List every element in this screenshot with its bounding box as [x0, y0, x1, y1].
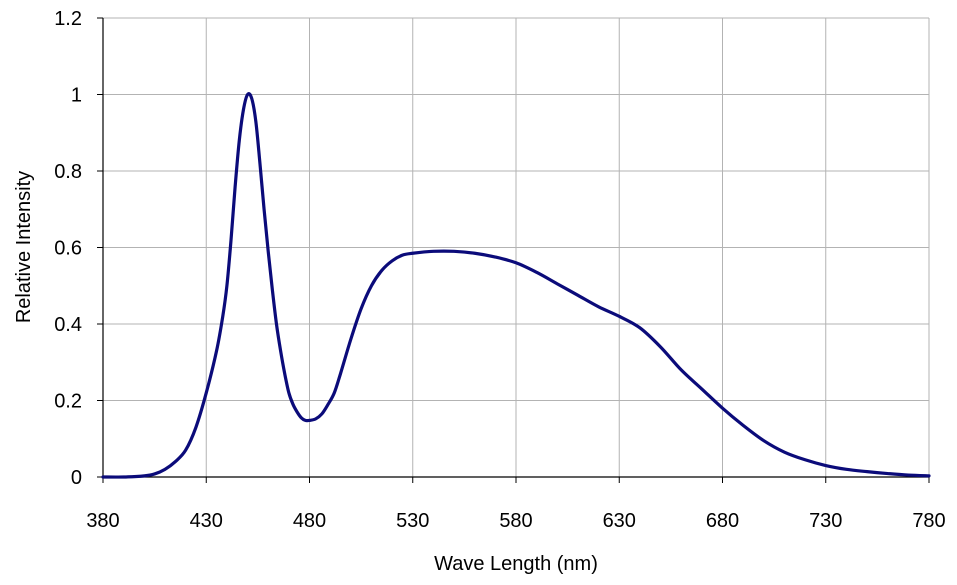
- x-tick-label: 630: [603, 510, 636, 532]
- y-tick-label: 0: [71, 467, 82, 489]
- y-tick-label: 1: [71, 85, 82, 107]
- y-tick-label: 0.6: [54, 238, 82, 260]
- x-tick-label: 730: [809, 510, 842, 532]
- tick-labels: 380 430 480 530 580 630 680 730 780 0 0.2 0.4 0.6 0.8…: [54, 8, 946, 532]
- series-layer: [101, 92, 931, 479]
- x-tick-label: 780: [912, 510, 945, 532]
- x-tick-label: 580: [499, 510, 532, 532]
- x-tick-label: 380: [86, 510, 119, 532]
- y-tick-label: 1.2: [54, 8, 82, 30]
- gridlines: [103, 17, 930, 477]
- y-axis-title: Relative Intensity: [13, 171, 35, 323]
- x-tick-label: 680: [706, 510, 739, 532]
- y-tick-label: 0.4: [54, 314, 82, 336]
- x-tick-label: 530: [396, 510, 429, 532]
- spectrum-line: [101, 92, 931, 479]
- x-tick-label: 430: [190, 510, 223, 532]
- x-tick-label: 480: [293, 510, 326, 532]
- y-tick-label: 0.2: [54, 391, 82, 413]
- axes: [97, 17, 930, 483]
- x-axis-title: Wave Length (nm): [434, 553, 598, 575]
- y-tick-label: 0.8: [54, 161, 82, 183]
